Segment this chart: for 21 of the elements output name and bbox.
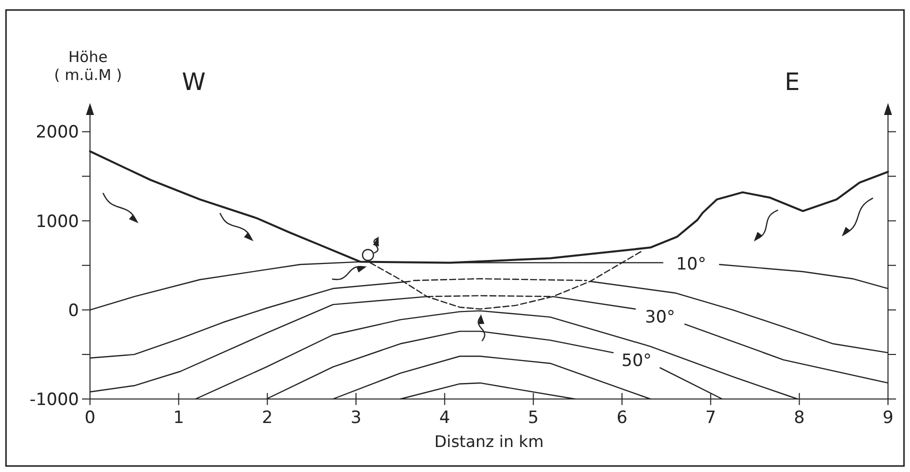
x-tick-label: 5 bbox=[528, 408, 539, 428]
y-tick-label: 0 bbox=[68, 300, 79, 321]
y-tick-label: -1000 bbox=[30, 390, 79, 410]
x-tick-label: 3 bbox=[350, 408, 362, 428]
series-label: 50° bbox=[622, 351, 652, 372]
text: W bbox=[182, 68, 206, 96]
x-tick-label: 7 bbox=[705, 408, 716, 428]
x-tick-label: 8 bbox=[794, 408, 805, 428]
x-axis-title: Distanz in km bbox=[434, 432, 544, 451]
x-tick-label: 6 bbox=[616, 408, 628, 428]
y-axis-title: Höhe ( m.ü.M ) bbox=[54, 48, 122, 84]
series-label: 30° bbox=[645, 308, 676, 328]
text: E bbox=[784, 68, 800, 96]
x-tick-label: 1 bbox=[173, 408, 184, 428]
y-tick-label: 2000 bbox=[36, 122, 79, 143]
x-tick-label: 2 bbox=[262, 408, 273, 428]
x-tick-label: 9 bbox=[882, 408, 894, 428]
x-tick-label: 4 bbox=[439, 408, 450, 428]
series-label: 10° bbox=[676, 254, 706, 275]
y-tick-label: 1000 bbox=[36, 212, 79, 232]
x-tick-label: 0 bbox=[84, 408, 96, 428]
